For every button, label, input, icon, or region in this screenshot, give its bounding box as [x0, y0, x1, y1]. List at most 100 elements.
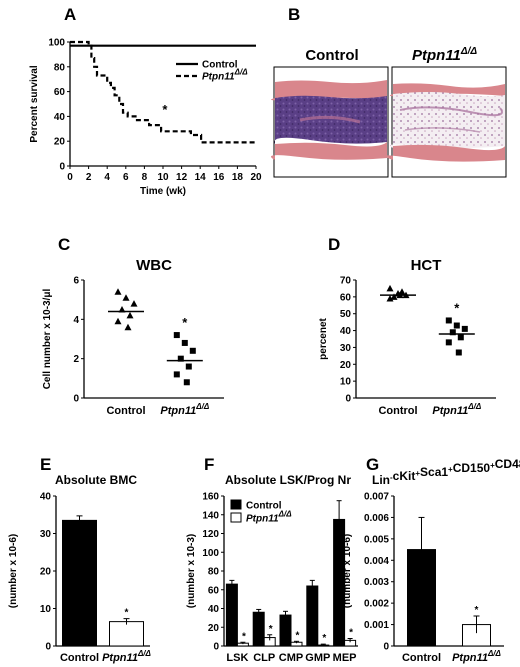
chart-title: WBC — [136, 257, 172, 274]
y-tick-label: 50 — [340, 309, 352, 320]
category-label: Ptpn11Δ/Δ — [432, 402, 481, 417]
category-label: Control — [60, 652, 99, 664]
chart-e: 0 10 20 30 40 (number x 10-6) Control * Ptpn11Δ/… — [8, 473, 152, 664]
legend-label-mutant: Ptpn11Δ/Δ — [246, 510, 292, 525]
chart-title: Absolute BMC — [55, 473, 137, 487]
y-tick-label: 40 — [40, 492, 52, 503]
y-tick-label: 0 — [383, 642, 389, 653]
survival-line-mutant — [70, 40, 256, 144]
significance-star: * — [349, 628, 353, 639]
chart-title: HCT — [411, 257, 442, 274]
x-tick-label: 18 — [232, 172, 244, 183]
y-tick-label: 20 — [54, 137, 66, 148]
bar — [62, 519, 97, 647]
y-tick-label: 0.001 — [364, 620, 389, 631]
y-tick-label: 100 — [202, 548, 219, 559]
category-label: MEP — [333, 652, 357, 664]
chart-d: 0 10 20 30 40 50 60 70 percenet Control Ptpn11Δ/Δ *… — [318, 257, 496, 417]
y-tick-label: 80 — [54, 62, 66, 73]
data-point-square — [457, 334, 464, 341]
y-tick-label: 0.007 — [364, 492, 389, 503]
chart-c: 0 2 4 6 Cell number x 10-3/μl Control Ptpn11Δ/… — [42, 257, 224, 417]
panel-label-f: F — [204, 455, 214, 474]
data-point-triangle — [124, 323, 132, 331]
chart-title: Absolute LSK/Prog Nr — [225, 473, 351, 487]
significance-star: * — [125, 608, 129, 619]
x-tick-label: 12 — [176, 172, 188, 183]
chart-title: Lin-cKit+Sca1+CD150+CD48- — [372, 457, 520, 487]
data-point-triangle — [114, 288, 122, 295]
y-tick-label: 120 — [202, 529, 219, 540]
y-axis-label: percenet — [318, 317, 329, 359]
category-label: Ptpn11Δ/Δ — [160, 402, 209, 417]
y-tick-label: 40 — [54, 112, 66, 123]
y-tick-label: 20 — [208, 623, 220, 634]
significance-star: * — [242, 631, 246, 642]
panel-label-d: D — [328, 235, 340, 254]
panel-label-e: E — [40, 455, 51, 474]
data-point-triangle — [390, 293, 398, 300]
legend-label-control: Control — [202, 60, 238, 71]
y-tick-label: 40 — [208, 604, 220, 615]
panel-label-b: B — [288, 5, 300, 24]
significance-star: * — [296, 630, 300, 641]
x-axis-label: Time (wk) — [140, 186, 186, 197]
legend-label-mutant: Ptpn11Δ/Δ — [202, 68, 248, 83]
category-label: Ptpn11Δ/Δ — [102, 649, 151, 664]
data-point-triangle — [386, 295, 394, 302]
panel-label-g: G — [366, 455, 379, 474]
category-label: LSK — [226, 652, 248, 664]
y-tick-label: 40 — [340, 326, 352, 337]
y-tick-label: 70 — [340, 276, 352, 287]
data-point-triangle — [126, 311, 134, 319]
data-point-square — [181, 339, 188, 346]
data-point-triangle — [114, 317, 122, 325]
y-tick-label: 0 — [59, 162, 65, 173]
bar — [306, 585, 319, 647]
y-tick-label: 0 — [213, 642, 219, 653]
data-point-triangle — [130, 300, 138, 307]
significance-star: * — [162, 102, 168, 117]
data-point-square — [177, 355, 184, 362]
panel-label-a: A — [64, 5, 76, 24]
data-point-square — [189, 347, 196, 354]
x-tick-label: 20 — [250, 172, 262, 183]
y-tick-label: 2 — [73, 354, 79, 365]
data-point-square — [455, 349, 462, 356]
y-tick-label: 60 — [208, 585, 220, 596]
histology-mutant-image — [384, 66, 507, 178]
y-tick-label: 60 — [340, 292, 352, 303]
x-tick-label: 0 — [67, 172, 73, 183]
significance-star: * — [475, 605, 479, 616]
y-tick-label: 140 — [202, 510, 219, 521]
significance-star: * — [454, 300, 460, 315]
histology-control-label: Control — [305, 47, 358, 64]
y-axis-label: (number x 10-6) — [8, 534, 19, 608]
y-tick-label: 100 — [48, 38, 65, 49]
x-tick-label: 10 — [157, 172, 169, 183]
data-point-triangle — [386, 284, 394, 292]
bar — [279, 614, 292, 647]
y-tick-label: 4 — [73, 315, 79, 326]
category-label: Control — [106, 405, 145, 417]
legend-swatch-control — [230, 499, 242, 510]
y-axis-label: Percent survival — [29, 65, 40, 142]
y-tick-label: 0 — [45, 642, 51, 653]
histology-panel: Control Ptpn11Δ/Δ — [270, 46, 507, 178]
category-label: Control — [402, 652, 441, 664]
data-point-square — [173, 332, 180, 339]
category-label: CMP — [279, 652, 303, 664]
x-tick-label: 8 — [142, 172, 148, 183]
data-point-square — [185, 363, 192, 370]
x-tick-label: 2 — [86, 172, 92, 183]
data-point-square — [173, 371, 180, 378]
chart-g: 0 0.001 0.002 0.003 0.004 0.005 0.006 0.007 (num… — [342, 457, 520, 664]
y-tick-label: 20 — [40, 567, 52, 578]
y-tick-label: 60 — [54, 87, 66, 98]
y-tick-label: 0.002 — [364, 599, 389, 610]
chart-f: 0 20 40 60 80 100 120 140 160 (number x 10-3) * LSK… — [186, 473, 358, 664]
bar — [109, 621, 144, 647]
y-tick-label: 20 — [340, 360, 352, 371]
